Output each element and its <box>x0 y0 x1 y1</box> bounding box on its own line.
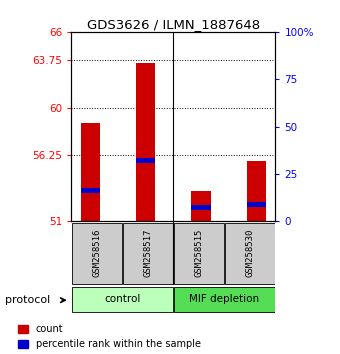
Bar <box>136 63 155 221</box>
Title: GDS3626 / ILMN_1887648: GDS3626 / ILMN_1887648 <box>87 18 260 31</box>
FancyBboxPatch shape <box>174 287 275 312</box>
Legend: count, percentile rank within the sample: count, percentile rank within the sample <box>18 324 201 349</box>
Text: GSM258530: GSM258530 <box>245 229 254 277</box>
Bar <box>136 158 155 163</box>
FancyBboxPatch shape <box>72 223 122 284</box>
Bar <box>247 202 266 207</box>
Text: MIF depletion: MIF depletion <box>189 295 259 304</box>
Bar <box>191 205 211 210</box>
Text: GSM258515: GSM258515 <box>194 229 203 277</box>
FancyBboxPatch shape <box>174 223 224 284</box>
FancyBboxPatch shape <box>225 223 275 284</box>
Bar <box>81 188 100 194</box>
Text: GSM258517: GSM258517 <box>143 229 152 277</box>
Bar <box>81 123 100 221</box>
Text: protocol: protocol <box>5 295 50 305</box>
Bar <box>191 191 211 221</box>
Text: GSM258516: GSM258516 <box>92 229 101 277</box>
FancyBboxPatch shape <box>72 287 173 312</box>
FancyBboxPatch shape <box>123 223 173 284</box>
Text: control: control <box>104 295 140 304</box>
Bar <box>247 161 266 221</box>
